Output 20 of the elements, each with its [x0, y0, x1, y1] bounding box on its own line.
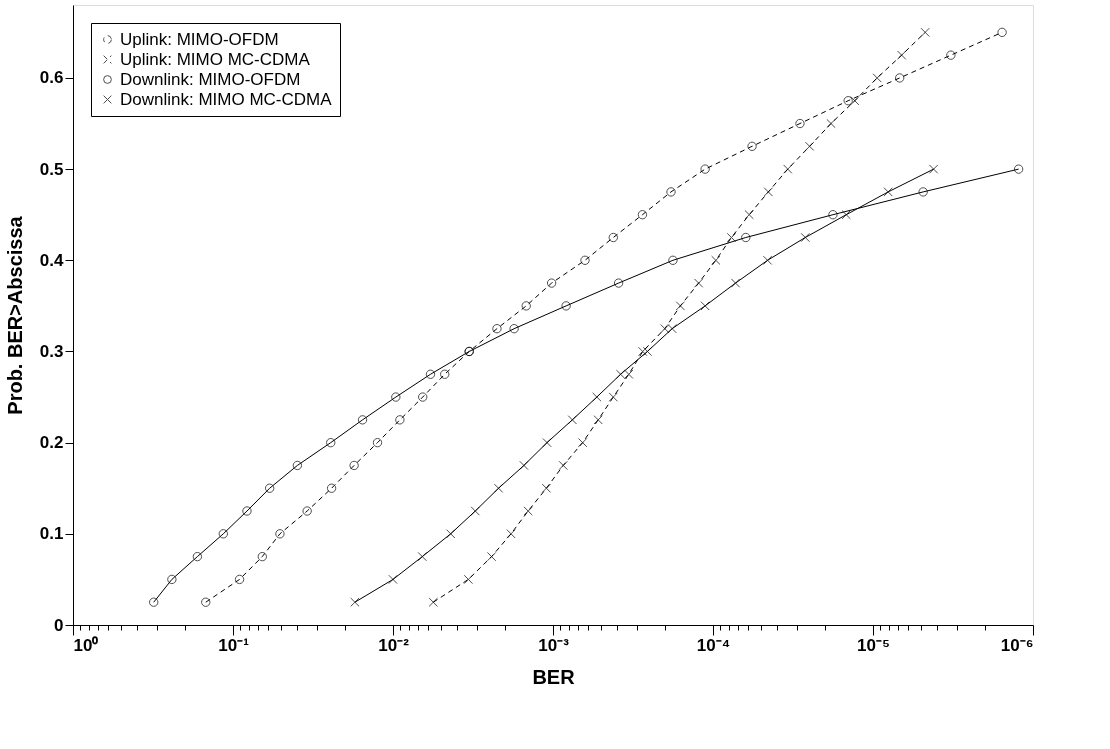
x-tick-label: 10⁻²	[378, 635, 410, 655]
x-tick-label: 10⁻³	[538, 635, 570, 655]
x-tick-label: 10⁰	[73, 635, 99, 655]
y-tick-label: 0.3	[39, 341, 64, 361]
x-tick-label: 10⁻⁶	[1000, 635, 1034, 655]
legend-label: Uplink: MIMO-OFDM	[120, 29, 279, 49]
x-tick-label: 10⁻¹	[218, 635, 250, 655]
y-tick-label: 0	[54, 615, 64, 635]
legend-label: Uplink: MIMO MC-CDMA	[120, 49, 311, 69]
x-tick-label: 10⁻⁴	[696, 635, 731, 655]
y-tick-label: 0.2	[39, 433, 64, 453]
x-tick-label: 10⁻⁵	[857, 635, 890, 655]
x-axis-title: BER	[532, 665, 576, 688]
y-tick-label: 0.5	[39, 159, 64, 179]
y-axis-title: Prob. BER>Abscissa	[3, 215, 26, 415]
legend-label: Downlink: MIMO-OFDM	[120, 69, 301, 89]
y-tick-label: 0.4	[39, 250, 65, 270]
legend-label: Downlink: MIMO MC-CDMA	[120, 89, 333, 109]
y-tick-label: 0.1	[39, 524, 64, 544]
y-tick-label: 0.6	[39, 68, 64, 88]
